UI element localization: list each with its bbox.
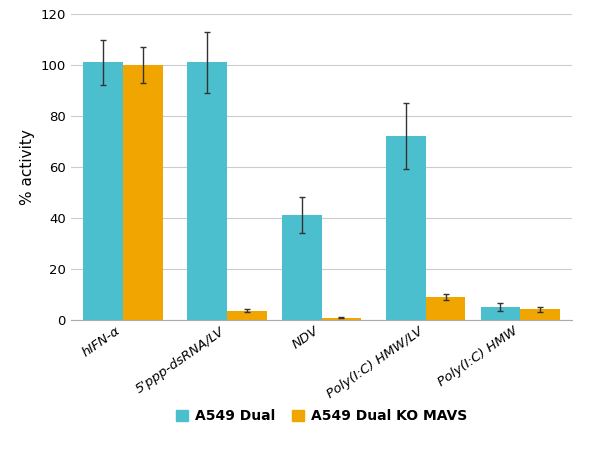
Bar bbox=[386, 136, 425, 320]
Bar bbox=[83, 63, 123, 320]
Bar bbox=[480, 307, 520, 320]
Bar bbox=[520, 309, 560, 320]
Y-axis label: % activity: % activity bbox=[20, 129, 35, 205]
Bar bbox=[425, 297, 466, 320]
Bar bbox=[187, 63, 227, 320]
Legend: A549 Dual, A549 Dual KO MAVS: A549 Dual, A549 Dual KO MAVS bbox=[170, 404, 473, 429]
Bar bbox=[322, 318, 361, 320]
Bar bbox=[227, 311, 267, 320]
Bar bbox=[282, 215, 322, 320]
Bar bbox=[123, 65, 163, 320]
